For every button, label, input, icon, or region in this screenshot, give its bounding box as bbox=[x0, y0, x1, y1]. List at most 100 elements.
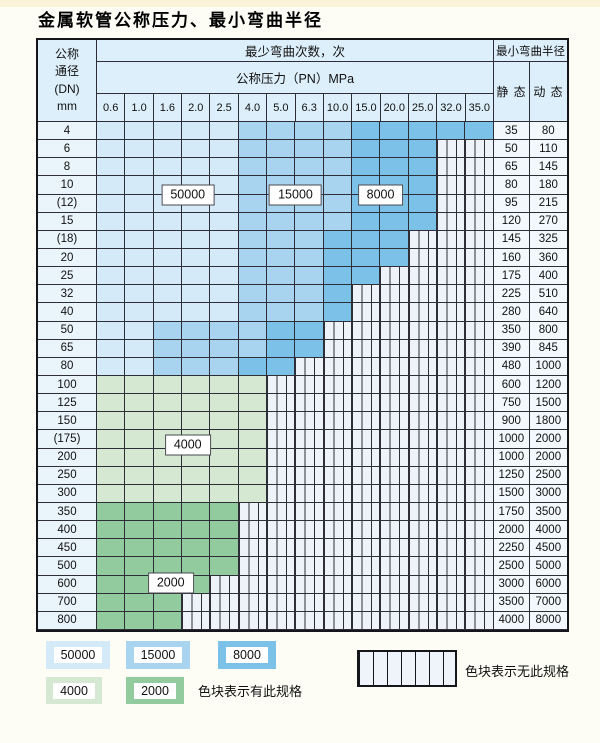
pressure-col-header: 0.6 bbox=[97, 94, 126, 122]
spec-cell bbox=[125, 230, 154, 249]
pressure-col-header: 32.0 bbox=[437, 94, 466, 122]
spec-cell bbox=[153, 140, 183, 159]
dn-cell: 450 bbox=[38, 539, 97, 558]
table-row: 8 65 145 bbox=[38, 158, 567, 177]
spec-cell bbox=[182, 412, 211, 431]
no-spec-cell bbox=[380, 593, 409, 612]
spec-cell bbox=[267, 357, 296, 376]
spec-cell bbox=[295, 212, 324, 231]
no-spec-cell bbox=[465, 285, 494, 304]
static-radius-cell: 750 bbox=[493, 394, 530, 413]
spec-cell bbox=[182, 521, 211, 540]
spec-cell bbox=[97, 375, 126, 395]
spec-cell bbox=[125, 158, 154, 177]
spec-cell bbox=[238, 122, 268, 141]
no-spec-cell bbox=[408, 484, 438, 503]
spec-cell bbox=[97, 448, 126, 467]
spec-cell bbox=[238, 248, 268, 268]
static-radius-cell: 175 bbox=[493, 267, 530, 286]
spec-cell bbox=[97, 593, 126, 612]
no-spec-cell bbox=[238, 557, 268, 576]
spec-cell bbox=[125, 194, 154, 213]
spec-cell bbox=[125, 248, 154, 268]
dn-header-line: (DN) bbox=[54, 81, 80, 96]
spec-cell bbox=[408, 122, 438, 141]
dn-cell: 400 bbox=[38, 521, 97, 540]
no-spec-cell bbox=[437, 611, 466, 630]
spec-cell bbox=[97, 394, 126, 413]
static-radius-cell: 4000 bbox=[493, 611, 530, 630]
no-spec-cell bbox=[380, 357, 409, 376]
no-spec-cell bbox=[408, 321, 438, 340]
spec-cell bbox=[153, 303, 183, 322]
spec-cell bbox=[210, 140, 239, 159]
spec-cell bbox=[210, 375, 239, 395]
no-spec-cell bbox=[267, 394, 296, 413]
spec-cell bbox=[295, 303, 324, 322]
static-column-header: 静 态 bbox=[494, 62, 530, 122]
dynamic-radius-cell: 1000 bbox=[529, 357, 567, 376]
table-row: 150 900 1800 bbox=[38, 412, 567, 431]
spec-cell bbox=[238, 176, 268, 195]
dn-cell: 65 bbox=[38, 339, 97, 358]
static-radius-cell: 1250 bbox=[493, 466, 530, 485]
dynamic-radius-cell: 80 bbox=[529, 122, 567, 141]
no-spec-cell bbox=[295, 557, 324, 576]
no-spec-cell bbox=[437, 502, 466, 522]
dynamic-radius-cell: 1500 bbox=[529, 394, 567, 413]
legend-swatch-15000: 15000 bbox=[126, 641, 190, 669]
static-radius-cell: 1500 bbox=[493, 484, 530, 503]
spec-cell bbox=[267, 339, 296, 358]
no-spec-cell bbox=[267, 539, 296, 558]
dn-cell: 32 bbox=[38, 285, 97, 304]
no-spec-hatch-swatch bbox=[357, 650, 457, 687]
no-spec-cell bbox=[182, 593, 211, 612]
spec-cell bbox=[125, 539, 154, 558]
static-radius-cell: 65 bbox=[493, 158, 530, 177]
no-spec-cell bbox=[465, 375, 494, 395]
spec-cell bbox=[210, 230, 239, 249]
dynamic-radius-cell: 5000 bbox=[529, 557, 567, 576]
table-row: 20 160 360 bbox=[38, 248, 567, 268]
spec-cell bbox=[323, 285, 353, 304]
spec-cell bbox=[267, 321, 296, 340]
no-spec-cell bbox=[408, 303, 438, 322]
static-radius-cell: 480 bbox=[493, 357, 530, 376]
no-spec-cell bbox=[408, 248, 438, 268]
static-radius-cell: 390 bbox=[493, 339, 530, 358]
table-row: 100 600 1200 bbox=[38, 375, 567, 395]
table-row: 300 1500 3000 bbox=[38, 484, 567, 503]
has-spec-legend-text: 色块表示有此规格 bbox=[198, 684, 303, 699]
dn-cell: 500 bbox=[38, 557, 97, 576]
static-radius-cell: 2500 bbox=[493, 557, 530, 576]
table-body: 4 35 80 6 50 110 8 65 145 10 80 180 (12) 95 215 15 120 27… bbox=[38, 122, 567, 630]
static-radius-cell: 80 bbox=[493, 176, 530, 195]
no-spec-cell bbox=[465, 557, 494, 576]
spec-cell bbox=[295, 339, 324, 358]
page-title: 金属软管公称压力、最小弯曲半径 bbox=[38, 11, 323, 31]
no-spec-cell bbox=[380, 285, 409, 304]
spec-cell bbox=[380, 230, 409, 249]
no-spec-cell bbox=[352, 466, 381, 485]
spec-cell bbox=[323, 176, 353, 195]
spec-cell bbox=[97, 412, 126, 431]
spec-cell bbox=[153, 212, 183, 231]
spec-cell bbox=[323, 212, 353, 231]
table-row: 4 35 80 bbox=[38, 122, 567, 141]
no-spec-cell bbox=[295, 593, 324, 612]
dn-cell: 15 bbox=[38, 212, 97, 231]
spec-cell bbox=[210, 539, 239, 558]
spec-cell bbox=[97, 176, 126, 195]
no-spec-cell bbox=[465, 412, 494, 431]
no-spec-cell bbox=[295, 539, 324, 558]
no-spec-cell bbox=[238, 539, 268, 558]
spec-cell bbox=[323, 230, 353, 249]
cycle-count-label: 15000 bbox=[269, 184, 322, 206]
no-spec-cell bbox=[408, 230, 438, 249]
dynamic-radius-cell: 270 bbox=[529, 212, 567, 231]
no-spec-cell bbox=[238, 502, 268, 522]
cycle-count-label: 8000 bbox=[357, 184, 404, 206]
spec-cell bbox=[210, 267, 239, 286]
spec-cell bbox=[125, 212, 154, 231]
spec-cell bbox=[125, 357, 154, 376]
